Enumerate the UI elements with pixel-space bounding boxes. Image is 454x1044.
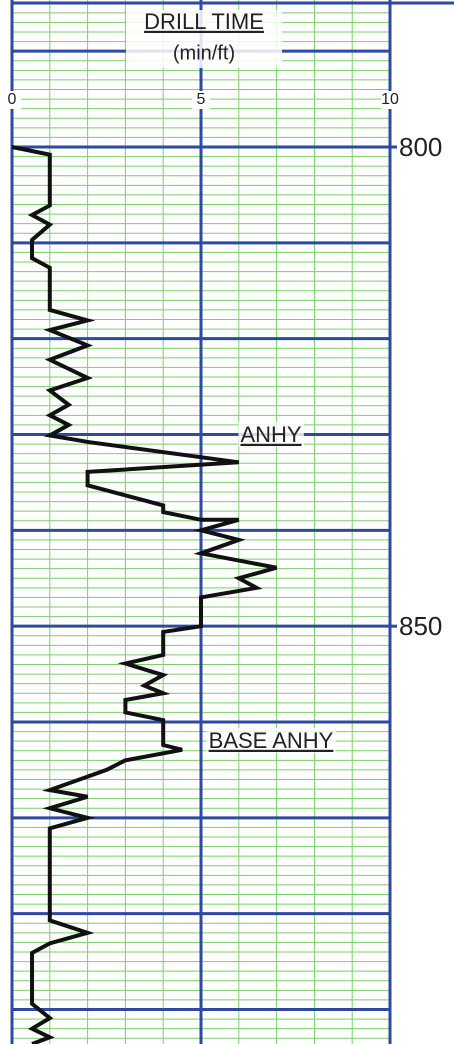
x-tick-label-bg	[192, 91, 210, 109]
annotation: ANHY	[240, 422, 301, 447]
drill-time-line	[11, 145, 278, 1044]
marks	[11, 145, 278, 1044]
x-tick-label: 0	[8, 91, 17, 108]
labels: DRILL TIME (min/ft) 0 5 10 800 850 ANHY BASE ANH…	[3, 9, 442, 753]
chart-subtitle: (min/ft)	[173, 42, 235, 64]
chart-title: DRILL TIME	[144, 9, 264, 34]
x-tick-label: 5	[197, 91, 206, 108]
annotation-bg	[206, 727, 336, 753]
y-tick-label: 850	[399, 611, 442, 641]
x-tick-label-bg	[3, 91, 21, 109]
y-tick-label: 800	[399, 132, 442, 162]
x-tick-label-bg	[381, 91, 399, 109]
x-tick-label: 10	[381, 91, 399, 108]
annotation-bg	[238, 421, 304, 447]
title-bg	[126, 10, 282, 68]
grid	[10, 0, 454, 1044]
annotation: BASE ANHY	[209, 728, 334, 753]
